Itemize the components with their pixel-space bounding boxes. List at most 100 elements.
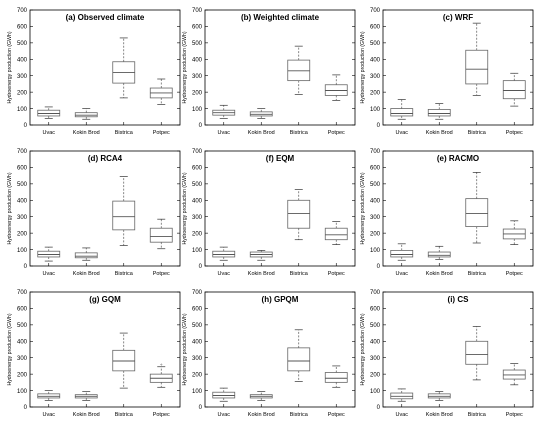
x-tick-label: Potpec xyxy=(153,130,170,136)
y-tick-label: 200 xyxy=(17,231,28,237)
plot-frame xyxy=(204,150,356,267)
y-tick-label: 600 xyxy=(192,307,203,313)
subplot-3: 0 100 200 300 400 500 600 700 Uvac Kokin Brod Bist… xyxy=(360,8,534,136)
y-tick-label: 0 xyxy=(199,264,203,270)
subplot-5: 0 100 200 300 400 500 600 700 Uvac Kokin Brod Bist… xyxy=(182,149,356,277)
iqr-box xyxy=(287,199,311,229)
y-axis-label: Hydroenergy production (GWh) xyxy=(182,172,188,244)
y-tick-label: 0 xyxy=(377,405,381,411)
y-tick-label: 100 xyxy=(370,389,381,395)
x-tick-label: Kokin Brod xyxy=(248,271,275,277)
box-potpec xyxy=(324,365,348,388)
y-tick-label: 500 xyxy=(17,41,28,47)
box-potpec xyxy=(324,74,348,101)
x-tick-label: Bistrica xyxy=(468,412,487,418)
x-tick-label: Potpec xyxy=(328,271,345,277)
x-tick-label: Uvac xyxy=(42,130,55,136)
box-uvac xyxy=(37,246,61,262)
subplot-8: 0 100 200 300 400 500 600 700 Uvac Kokin Brod Bist… xyxy=(182,290,356,418)
box-bistrica xyxy=(112,332,136,389)
y-tick-label: 300 xyxy=(17,356,28,362)
box-potpec xyxy=(149,78,173,105)
subplot-title: (h) GPQM xyxy=(262,295,299,304)
box-kokin-brod xyxy=(427,103,451,120)
y-tick-label: 300 xyxy=(192,215,203,221)
y-tick-label: 200 xyxy=(192,90,203,96)
box-bistrica xyxy=(287,45,311,95)
box-uvac xyxy=(37,106,61,119)
y-tick-label: 600 xyxy=(370,166,381,172)
y-tick-label: 600 xyxy=(192,166,203,172)
x-tick-label: Kokin Brod xyxy=(426,130,453,136)
y-axis-label: Hydroenergy production (GWh) xyxy=(7,313,13,385)
y-axis-label: Hydroenergy production (GWh) xyxy=(360,172,366,244)
x-tick-label: Bistrica xyxy=(290,271,309,277)
x-tick-label: Bistrica xyxy=(468,130,487,136)
y-tick-label: 300 xyxy=(370,356,381,362)
y-tick-label: 300 xyxy=(370,215,381,221)
x-tick-label: Potpec xyxy=(328,412,345,418)
y-tick-label: 200 xyxy=(17,90,28,96)
box-kokin-brod xyxy=(249,250,273,261)
y-tick-label: 500 xyxy=(370,182,381,188)
y-tick-label: 500 xyxy=(17,323,28,329)
iqr-box xyxy=(465,340,489,365)
box-bistrica xyxy=(112,176,136,246)
y-tick-label: 100 xyxy=(192,107,203,113)
x-tick-label: Kokin Brod xyxy=(426,412,453,418)
x-tick-label: Potpec xyxy=(153,271,170,277)
plot-frame xyxy=(204,9,356,126)
iqr-box xyxy=(324,372,348,383)
plot-frame xyxy=(204,291,356,408)
y-tick-label: 0 xyxy=(199,405,203,411)
box-uvac xyxy=(212,387,236,402)
box-uvac xyxy=(390,99,414,120)
box-bistrica xyxy=(112,37,136,99)
subplot-1: 0 100 200 300 400 500 600 700 Uvac Kokin Brod Bist… xyxy=(7,8,181,136)
y-tick-label: 600 xyxy=(370,25,381,31)
y-tick-label: 400 xyxy=(370,339,381,345)
iqr-box xyxy=(502,80,526,100)
iqr-box xyxy=(390,249,414,258)
plot-frame xyxy=(382,150,534,267)
box-uvac xyxy=(212,246,236,261)
x-tick-label: Uvac xyxy=(42,412,55,418)
y-tick-label: 700 xyxy=(370,290,381,296)
x-tick-label: Uvac xyxy=(395,412,408,418)
y-axis-label: Hydroenergy production (GWh) xyxy=(360,313,366,385)
y-tick-label: 700 xyxy=(192,290,203,296)
y-tick-label: 400 xyxy=(17,198,28,204)
box-kokin-brod xyxy=(249,108,273,119)
y-tick-label: 100 xyxy=(17,107,28,113)
x-tick-label: Uvac xyxy=(217,412,230,418)
y-tick-label: 400 xyxy=(370,198,381,204)
subplot-title: (f) EQM xyxy=(266,154,295,163)
y-tick-label: 600 xyxy=(17,25,28,31)
x-tick-label: Uvac xyxy=(217,130,230,136)
iqr-box xyxy=(427,108,451,117)
subplot-6: 0 100 200 300 400 500 600 700 Uvac Kokin Brod Bist… xyxy=(360,149,534,277)
subplot-2: 0 100 200 300 400 500 600 700 Uvac Kokin Brod Bist… xyxy=(182,8,356,136)
y-tick-label: 0 xyxy=(24,405,28,411)
y-tick-label: 0 xyxy=(24,123,28,129)
x-tick-label: Uvac xyxy=(395,271,408,277)
box-bistrica xyxy=(287,189,311,241)
y-tick-label: 400 xyxy=(17,57,28,63)
x-tick-label: Potpec xyxy=(506,412,523,418)
box-potpec xyxy=(502,220,526,245)
y-tick-label: 200 xyxy=(17,372,28,378)
y-tick-label: 500 xyxy=(17,182,28,188)
x-tick-label: Bistrica xyxy=(115,412,134,418)
subplot-7: 0 100 200 300 400 500 600 700 Uvac Kokin Brod Bist… xyxy=(7,290,181,418)
subplot-4: 0 100 200 300 400 500 600 700 Uvac Kokin Brod Bist… xyxy=(7,149,181,277)
subplot-title: (e) RACMO xyxy=(437,154,479,163)
y-tick-label: 200 xyxy=(370,231,381,237)
y-tick-label: 700 xyxy=(192,149,203,155)
y-tick-label: 300 xyxy=(17,74,28,80)
y-tick-label: 300 xyxy=(370,74,381,80)
y-tick-label: 700 xyxy=(17,149,28,155)
y-tick-label: 600 xyxy=(370,307,381,313)
y-tick-label: 500 xyxy=(370,323,381,329)
